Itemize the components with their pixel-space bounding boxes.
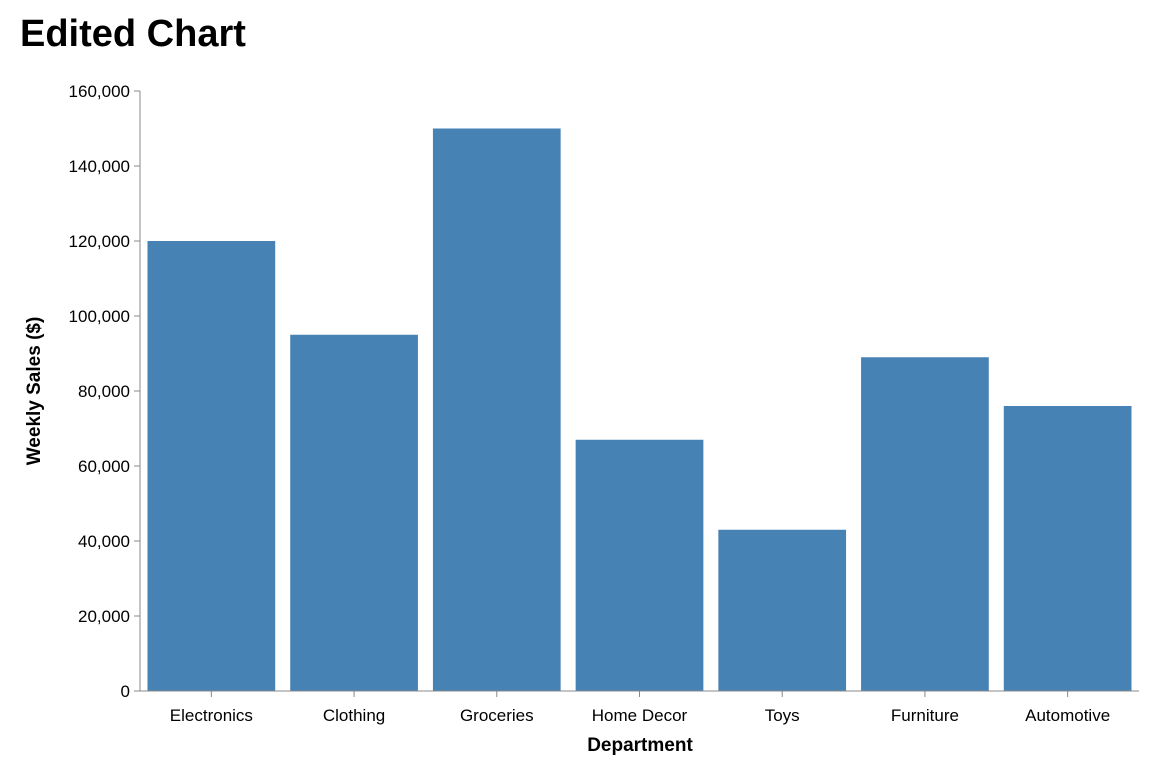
chart-title: Edited Chart <box>20 13 246 55</box>
x-tick-label: Groceries <box>460 706 534 725</box>
y-tick-label: 140,000 <box>69 157 130 176</box>
y-axis-title: Weekly Sales ($) <box>24 317 45 466</box>
x-tick-label: Furniture <box>891 706 959 725</box>
y-tick-label: 120,000 <box>69 232 130 251</box>
x-axis: Electronics Clothing Groceries Home Decor To… <box>140 690 1139 725</box>
bars-group <box>147 128 1132 691</box>
bar-automotive <box>1003 406 1132 691</box>
bar-electronics <box>147 241 276 691</box>
y-tick-label: 80,000 <box>78 382 130 401</box>
y-tick-label: 40,000 <box>78 532 130 551</box>
bar-groceries <box>432 128 561 691</box>
x-tick-label: Toys <box>765 706 800 725</box>
y-tick-label: 100,000 <box>69 307 130 326</box>
y-tick-label: 60,000 <box>78 457 130 476</box>
bar-furniture <box>861 357 989 691</box>
x-tick-label: Electronics <box>170 706 253 725</box>
x-tick-label: Clothing <box>323 706 385 725</box>
x-axis-title: Department <box>587 735 693 756</box>
y-tick-label: 20,000 <box>78 607 130 626</box>
bar-home-decor <box>575 439 704 691</box>
x-tick-label: Home Decor <box>592 706 688 725</box>
x-tick-label: Automotive <box>1025 706 1110 725</box>
bar-toys <box>718 529 847 691</box>
y-tick-label: 160,000 <box>69 82 130 101</box>
bar-clothing <box>290 334 418 691</box>
y-tick-label: 0 <box>121 682 130 701</box>
y-axis: 0 20,000 40,000 60,000 80,000 100,000 120,000 1… <box>69 82 141 701</box>
